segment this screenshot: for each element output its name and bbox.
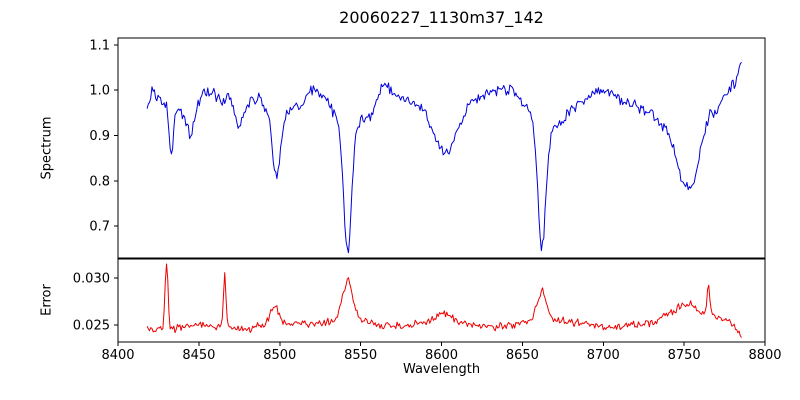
y-tick-label: 0.7 [89,220,110,235]
y-tick-label: 0.025 [73,319,110,334]
x-tick-label: 8400 [101,348,134,363]
x-tick-label: 8550 [344,348,377,363]
y-tick-label: 0.030 [73,271,110,286]
x-tick-label: 8600 [425,348,458,363]
x-tick-label: 8750 [668,348,701,363]
panel-frame [117,37,766,259]
x-tick-label: 8650 [506,348,539,363]
x-tick-label: 8450 [182,348,215,363]
spectrum-line [146,62,742,254]
y-tick-label: 0.8 [89,174,110,189]
y-tick-label: 0.9 [89,129,110,144]
panel-frame [117,258,766,343]
y-tick-label: 1.1 [89,38,110,53]
chart-title: 20060227_1130m37_142 [339,8,544,27]
error-line [146,263,742,338]
x-tick-label: 8500 [263,348,296,363]
y-tick-label: 1.0 [89,84,110,99]
x-tick-label: 8700 [587,348,620,363]
y-axis-label-spectrum: Spectrum [39,116,55,180]
x-axis-label: Wavelength [402,362,481,377]
x-tick-label: 8800 [748,348,781,363]
y-axis-label-error: Error [39,284,55,316]
